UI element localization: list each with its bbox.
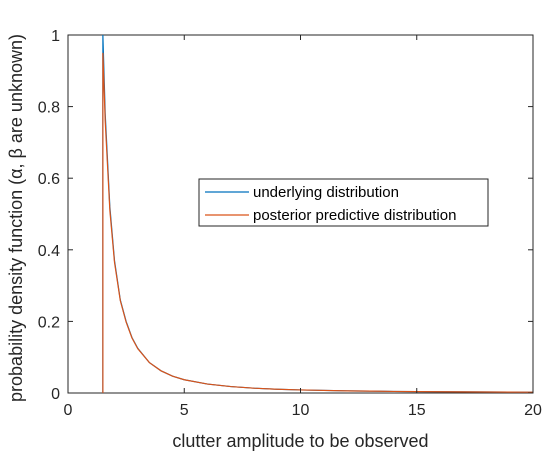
ticks-layer [67,34,534,394]
y-tick-label: 0.8 [38,100,60,117]
x-tick-label: 0 [64,402,73,419]
x-axis-label: clutter amplitude to be observed [172,431,428,451]
legend-label-posterior: posterior predictive distribution [253,207,456,224]
x-tick-label: 10 [292,402,310,419]
y-tick-label: 0.4 [38,243,60,260]
series-layer [102,34,534,393]
y-tick-label: 0.2 [38,314,60,331]
y-axis-label: probability density function (α, β are u… [6,34,26,402]
legend-label-underlying: underlying distribution [253,184,399,201]
y-tick-label: 0 [51,386,60,403]
x-tick-label: 15 [408,402,426,419]
x-tick-label: 5 [180,402,189,419]
legend-box [198,178,489,227]
y-tick-label: 1 [51,28,60,45]
series-line-1 [102,52,534,393]
tick-labels-layer: 0 5 10 15 20 0 0.2 0.4 0.6 0.8 1 [38,28,542,419]
legend: underlying distribution posterior predic… [198,178,489,227]
y-tick-label: 0.6 [38,171,60,188]
x-tick-label: 20 [524,402,542,419]
